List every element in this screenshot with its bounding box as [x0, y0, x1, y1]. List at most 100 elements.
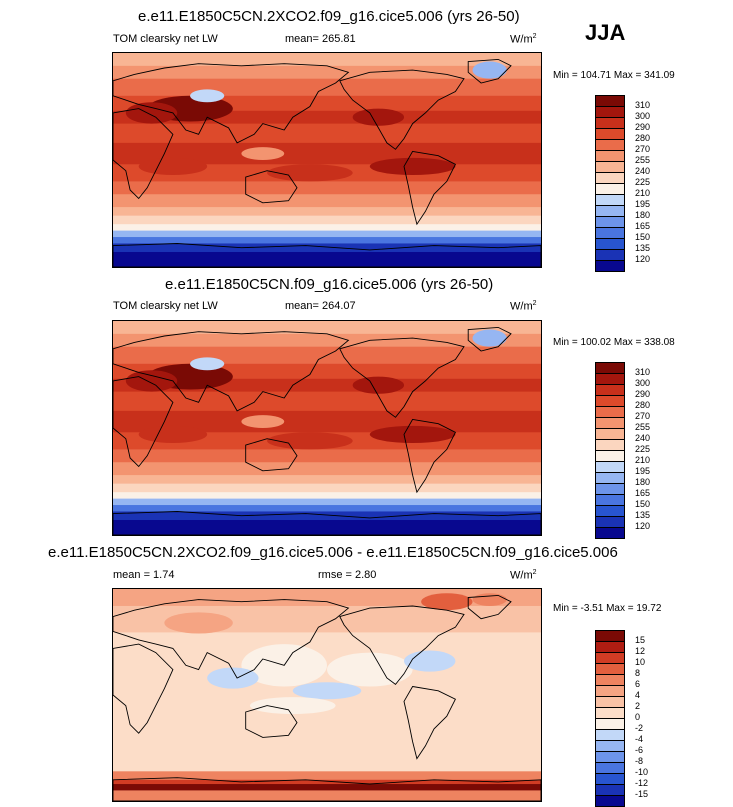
contour-patch [472, 61, 507, 79]
colorbar-tick-label: 310 [635, 100, 651, 110]
colorbar-cell [595, 795, 625, 807]
colorbar-tick-label: 300 [635, 378, 651, 388]
colorbar-tick-label: 225 [635, 444, 651, 454]
contour-patch [249, 697, 336, 715]
contour-patch [138, 157, 208, 175]
colorbar-tick-label: 120 [635, 521, 651, 531]
contour-patch [190, 89, 225, 103]
colorbar-tick-label: 195 [635, 199, 651, 209]
coastline [467, 58, 512, 84]
colorbar-cell [595, 260, 625, 272]
contour-patch [267, 164, 353, 182]
contour-patch [352, 108, 405, 126]
colorbar-tick-label: 210 [635, 455, 651, 465]
coastline [467, 326, 512, 352]
colorbar-tick-label: 135 [635, 243, 651, 253]
colorbar-tick-label: 0 [635, 712, 641, 722]
coastline [403, 150, 457, 226]
colorbar-tick-label: 280 [635, 400, 651, 410]
contour-patch [138, 425, 208, 443]
colorbar-tick-label: 2 [635, 701, 641, 711]
contour-patch [125, 370, 178, 392]
panel-2-units: W/m2 [510, 300, 537, 313]
coastline [113, 63, 350, 144]
panel-2-map [112, 320, 542, 536]
coastline [467, 594, 512, 620]
colorbar-tick-label: -10 [635, 767, 649, 777]
contour-band [113, 194, 541, 209]
panel-1-map [112, 52, 542, 268]
contour-band [113, 520, 541, 535]
contour-band [113, 230, 541, 239]
colorbar-tick-label: -8 [635, 756, 644, 766]
contour-band [113, 771, 541, 781]
contour-band [113, 779, 541, 786]
contour-band [113, 123, 541, 144]
colorbar-tick-label: -15 [635, 789, 649, 799]
colorbar-tick-label: 8 [635, 668, 641, 678]
coastline [339, 337, 465, 418]
coastline [403, 418, 457, 494]
panel-3-minmax: Min = -3.51 Max = 19.72 [553, 603, 662, 614]
contour-patch [327, 652, 413, 687]
contour-patch [369, 157, 456, 175]
colorbar-tick-label: 290 [635, 389, 651, 399]
colorbar-tick-label: 300 [635, 111, 651, 121]
colorbar-tick-label: 165 [635, 488, 651, 498]
colorbar-tick-label: 120 [635, 254, 651, 264]
contour-band [113, 475, 541, 485]
contour-band [113, 462, 541, 477]
panel-1-variable: TOM clearsky net LW [113, 33, 218, 45]
coastline [403, 686, 457, 760]
contour-band [113, 333, 541, 348]
coastline [339, 69, 465, 150]
panel-3-units: W/m2 [510, 569, 537, 582]
contour-band [113, 321, 541, 335]
colorbar-tick-label: 150 [635, 232, 651, 242]
colorbar-tick-label: 10 [635, 657, 646, 667]
colorbar-tick-label: 180 [635, 210, 651, 220]
contour-band [113, 790, 541, 801]
coastline [113, 376, 174, 468]
contour-band [113, 207, 541, 217]
panel-2-title: e.e11.E1850C5CN.f09_g16.cice5.006 (yrs 2… [165, 276, 494, 293]
panel-2-colorbar: 310 300 290 280 270 255 240 225 210 195 180 165 150 1… [595, 362, 650, 539]
colorbar-tick-label: 310 [635, 367, 651, 377]
contour-band [113, 391, 541, 412]
colorbar-tick-label: 280 [635, 133, 651, 143]
contour-patch [421, 593, 473, 611]
colorbar-tick-label: -2 [635, 723, 644, 733]
coastline [113, 643, 174, 734]
colorbar-tick-label: -12 [635, 778, 649, 788]
contour-patch [369, 425, 456, 443]
colorbar-tick-label: -6 [635, 745, 644, 755]
contour-band [113, 449, 541, 464]
colorbar-tick-label: 15 [635, 635, 646, 645]
contour-patch [292, 682, 362, 700]
contour-band [113, 53, 541, 67]
contour-band [113, 505, 541, 513]
panel-3-mean: mean = 1.74 [113, 569, 175, 581]
colorbar-tick-label: 150 [635, 499, 651, 509]
panel-1-map-plot [113, 53, 541, 267]
panel-1-mean: mean= 265.81 [285, 33, 356, 45]
coastline [113, 331, 350, 412]
panel-2-minmax: Min = 100.02 Max = 338.08 [553, 337, 675, 348]
contour-band [113, 181, 541, 196]
contour-patch [267, 432, 353, 450]
season-label: JJA [585, 20, 626, 45]
contour-band [113, 498, 541, 507]
panel-3-map [112, 588, 542, 802]
contour-patch [207, 667, 259, 689]
coastline [113, 511, 541, 535]
colorbar-tick-label: 165 [635, 221, 651, 231]
colorbar-tick-label: 135 [635, 510, 651, 520]
colorbar-tick-label: 210 [635, 188, 651, 198]
panel-1-minmax: Min = 104.71 Max = 341.09 [553, 70, 675, 81]
panel-3-map-plot [113, 589, 541, 801]
contour-band [113, 215, 541, 226]
panel-1-units: W/m2 [510, 33, 537, 46]
panel-3-rmse: rmse = 2.80 [318, 569, 377, 581]
colorbar-cell [595, 527, 625, 539]
colorbar-tick-label: 270 [635, 144, 651, 154]
